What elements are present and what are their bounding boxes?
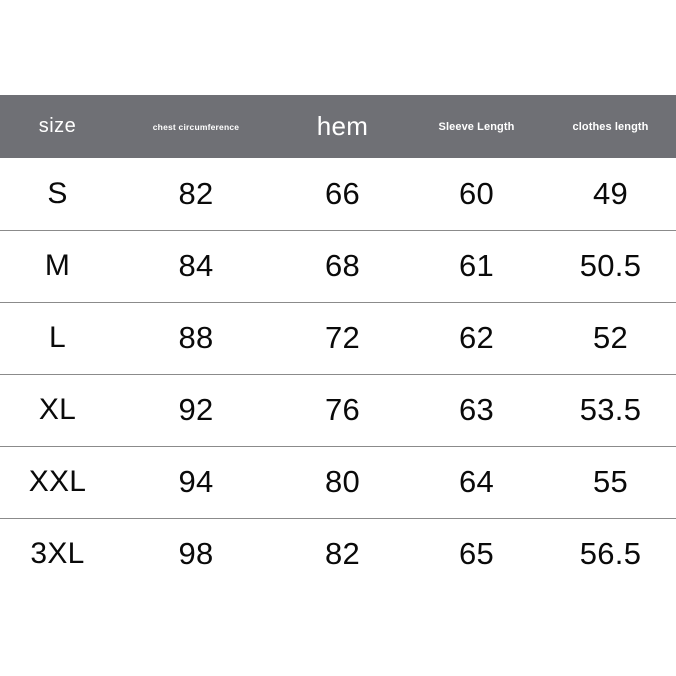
cell-chest: 84 (178, 248, 214, 283)
table-row: XL 92 76 63 53.5 (0, 374, 676, 446)
header-row: size chest circumference hem Sleeve Leng… (0, 95, 676, 158)
cell-sleeve: 62 (458, 320, 495, 355)
cell-hem: 82 (324, 536, 361, 572)
cell-chest: 88 (178, 320, 214, 355)
cell-chest: 94 (178, 464, 214, 499)
cell-chest: 98 (178, 536, 214, 572)
cell-sleeve: 63 (458, 392, 495, 427)
cell-length: 50.5 (579, 248, 642, 283)
table-body: S 82 66 60 49 M 84 68 61 50.5 L 88 72 62… (0, 158, 676, 590)
cell-sleeve: 61 (458, 248, 495, 283)
table-row: 3XL 98 82 65 56.5 (0, 518, 676, 590)
cell-hem: 76 (324, 392, 361, 427)
cell-sleeve: 65 (458, 536, 495, 572)
cell-hem: 72 (324, 320, 361, 355)
cell-length: 55 (592, 464, 629, 499)
table-header: size chest circumference hem Sleeve Leng… (0, 95, 676, 158)
cell-sleeve: 60 (458, 175, 495, 211)
cell-sleeve: 64 (458, 464, 495, 499)
cell-hem: 66 (324, 175, 361, 211)
cell-hem: 68 (324, 248, 361, 283)
cell-hem: 80 (324, 464, 361, 499)
cell-size: 3XL (30, 537, 85, 571)
table-row: L 88 72 62 52 (0, 302, 676, 374)
column-header-hem: hem (316, 111, 369, 141)
size-chart-table: size chest circumference hem Sleeve Leng… (0, 95, 676, 590)
cell-size: M (44, 249, 71, 282)
cell-length: 49 (592, 175, 629, 211)
table-row: M 84 68 61 50.5 (0, 230, 676, 302)
cell-size: L (49, 321, 66, 354)
cell-size: S (47, 176, 68, 210)
column-header-sleeve-length: Sleeve Length (438, 120, 515, 133)
cell-length: 52 (592, 320, 629, 355)
cell-size: XL (38, 393, 77, 426)
cell-length: 56.5 (579, 536, 642, 572)
column-header-clothes-length: clothes length (572, 120, 649, 133)
cell-chest: 82 (178, 175, 214, 211)
table-row: S 82 66 60 49 (0, 158, 676, 230)
column-header-chest-circumference: chest circumference (152, 121, 240, 132)
table-row: XXL 94 80 64 55 (0, 446, 676, 518)
cell-chest: 92 (178, 392, 214, 427)
column-header-size: size (38, 115, 77, 137)
cell-size: XXL (28, 465, 87, 498)
cell-length: 53.5 (579, 392, 642, 427)
